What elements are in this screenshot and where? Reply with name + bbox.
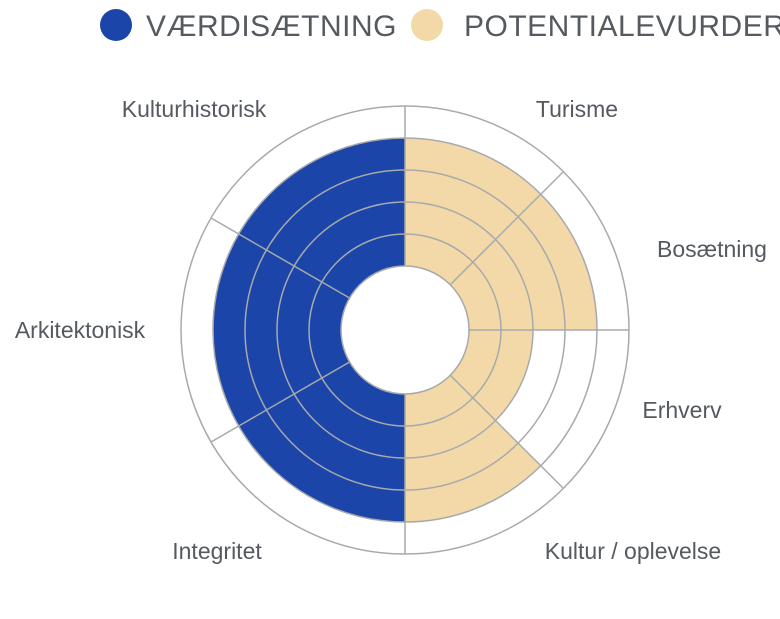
grid-spoke-5 bbox=[210, 361, 350, 443]
slice-kultur-oplevelse bbox=[405, 375, 541, 522]
category-labels: Turisme Bosætning Erhverv Kultur / oplev… bbox=[15, 96, 767, 564]
category-label-kultur-oplevelse: Kultur / oplevelse bbox=[545, 538, 721, 564]
legend-label-potentialevurdering: POTENTIALEVURDERING bbox=[464, 10, 780, 43]
legend-label-vaerdisaetning: VÆRDISÆTNING bbox=[146, 10, 397, 43]
grid-spoke-3 bbox=[449, 374, 564, 489]
slice-bosaetning bbox=[450, 194, 597, 330]
slices bbox=[213, 138, 597, 522]
grid-ring-0 bbox=[340, 265, 470, 395]
grid-spoke-6 bbox=[210, 217, 350, 299]
slice-turisme bbox=[405, 138, 541, 285]
legend-swatch-vaerdisaetning bbox=[100, 9, 132, 41]
legend: VÆRDISÆTNING POTENTIALEVURDERING bbox=[100, 9, 780, 43]
legend-swatch-potentialevurdering bbox=[411, 9, 443, 41]
category-label-kulturhistorisk: Kulturhistorisk bbox=[122, 96, 267, 122]
category-label-turisme: Turisme bbox=[536, 96, 618, 122]
slice-erhverv bbox=[450, 330, 533, 421]
grid-spoke-1 bbox=[449, 171, 564, 286]
grid bbox=[180, 105, 630, 555]
category-label-bosaetning: Bosætning bbox=[657, 236, 767, 262]
category-label-arkitektonisk: Arkitektonisk bbox=[15, 317, 146, 343]
slice-arkitektonisk bbox=[213, 234, 350, 426]
category-label-erhverv: Erhverv bbox=[642, 397, 722, 423]
category-label-integritet: Integritet bbox=[172, 538, 262, 564]
